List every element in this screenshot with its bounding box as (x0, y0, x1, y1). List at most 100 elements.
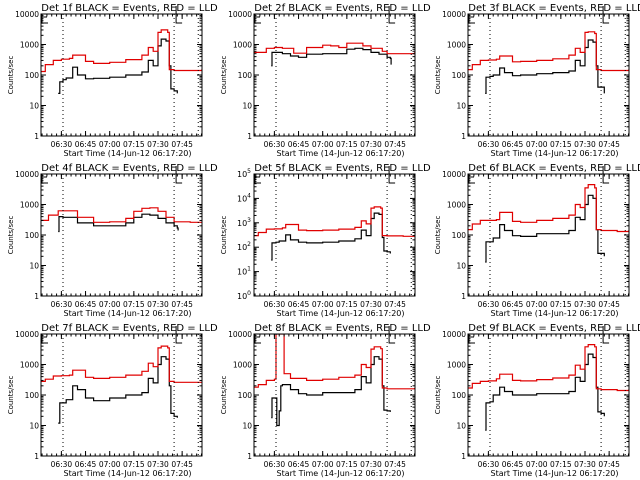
x-tick-label: 06:45 (288, 140, 310, 149)
interval-bracket-right (602, 166, 610, 184)
y-tick-label: 1 (247, 132, 252, 141)
series-line-events (271, 212, 391, 261)
x-tick-label: 07:30 (360, 140, 382, 149)
x-tick-label: 06:30 (51, 300, 73, 309)
chart-title: Det 8f BLACK = Events, RED = LLD (254, 323, 431, 334)
y-tick-label: 10 (242, 102, 252, 111)
x-tick-label: 06:30 (51, 460, 73, 469)
x-tick-label: 07:45 (384, 460, 406, 469)
y-tick-label: 10000 (442, 330, 466, 339)
chart-title: Det 3f BLACK = Events, RED = LLD (468, 3, 640, 14)
x-axis-label: Start Time (14-Jun-12 06:17:20) (64, 149, 192, 158)
x-tick-label: 07:15 (123, 460, 145, 469)
x-tick-label: 07:15 (123, 140, 145, 149)
y-axis-label: Counts/sec (220, 376, 228, 415)
x-tick-label: 07:00 (99, 300, 121, 309)
x-axis-label: Start Time (14-Jun-12 06:17:20) (491, 149, 619, 158)
x-tick-label: 07:00 (526, 140, 548, 149)
chart-panel-7: Det 7f BLACK = Events, RED = LLD 1 10 100 10… (7, 323, 218, 478)
y-tick-label: 101 (237, 266, 251, 277)
x-tick-label: 07:30 (147, 300, 169, 309)
plot-frame (253, 173, 416, 297)
series-line-lld (468, 184, 629, 233)
y-tick-label: 100 (25, 391, 40, 400)
y-tick-label: 10 (29, 262, 39, 271)
y-tick-label: 10 (456, 102, 466, 111)
chart-title: Det 5f BLACK = Events, RED = LLD (254, 163, 431, 174)
x-tick-label: 07:15 (550, 460, 572, 469)
y-tick-label: 10000 (15, 170, 39, 179)
x-axis-label: Start Time (14-Jun-12 06:17:20) (277, 469, 405, 478)
x-tick-label: 06:30 (264, 460, 286, 469)
x-axis-label: Start Time (14-Jun-12 06:17:20) (64, 309, 192, 318)
x-tick-label: 07:00 (99, 460, 121, 469)
x-tick-label: 07:45 (598, 300, 620, 309)
chart-panel-5: Det 5f BLACK = Events, RED = LLD 100 101 10… (220, 163, 431, 318)
interval-bracket-right (175, 166, 183, 184)
x-tick-label: 06:30 (264, 140, 286, 149)
interval-bracket-right (175, 326, 183, 344)
x-axis-label: Start Time (14-Jun-12 06:17:20) (277, 309, 405, 318)
series-line-lld (254, 42, 415, 55)
x-tick-label: 06:45 (75, 300, 97, 309)
x-tick-label: 07:00 (526, 460, 548, 469)
y-tick-label: 1000 (233, 41, 252, 50)
interval-bracket-right (602, 6, 610, 24)
y-tick-label: 1 (461, 452, 466, 461)
y-tick-label: 10000 (15, 10, 39, 19)
y-tick-label: 1 (34, 452, 39, 461)
y-axis-label: Counts/sec (220, 56, 228, 95)
x-tick-label: 06:30 (264, 300, 286, 309)
y-tick-label: 100 (25, 231, 40, 240)
plot-frame (253, 13, 416, 137)
x-tick-label: 07:30 (147, 460, 169, 469)
y-tick-label: 10000 (15, 330, 39, 339)
x-tick-label: 07:15 (550, 140, 572, 149)
series-line-lld (41, 345, 202, 383)
y-tick-label: 100 (452, 391, 467, 400)
x-axis-label: Start Time (14-Jun-12 06:17:20) (277, 149, 405, 158)
chart-title: Det 2f BLACK = Events, RED = LLD (254, 3, 431, 14)
x-tick-label: 07:30 (574, 300, 596, 309)
series-line-lld (41, 207, 202, 223)
plot-frame (467, 333, 630, 457)
x-tick-label: 07:00 (99, 140, 121, 149)
plot-frame (40, 13, 203, 137)
chart-panel-8: Det 8f BLACK = Events, RED = LLD 1 10 100 10… (220, 323, 431, 478)
series-line-events (485, 353, 605, 431)
y-tick-label: 1000 (233, 361, 252, 370)
x-tick-label: 07:30 (574, 140, 596, 149)
x-tick-label: 07:00 (312, 300, 334, 309)
x-tick-label: 07:30 (360, 300, 382, 309)
x-tick-label: 06:30 (478, 140, 500, 149)
chart-title: Det 9f BLACK = Events, RED = LLD (468, 323, 640, 334)
series-line-lld (254, 206, 415, 237)
chart-panel-3: Det 3f BLACK = Events, RED = LLD 1 10 100 10… (434, 3, 640, 158)
x-tick-label: 07:15 (336, 460, 358, 469)
y-tick-label: 100 (238, 71, 253, 80)
y-tick-label: 1000 (20, 361, 39, 370)
y-tick-label: 1000 (447, 201, 466, 210)
series-line-lld (254, 334, 415, 390)
chart-panel-6: Det 6f BLACK = Events, RED = LLD 1 10 100 10… (434, 163, 640, 318)
y-tick-label: 103 (237, 217, 251, 228)
interval-bracket-right (388, 326, 396, 344)
y-tick-label: 1 (34, 132, 39, 141)
x-tick-label: 06:45 (288, 300, 310, 309)
y-tick-label: 10 (29, 422, 39, 431)
y-tick-label: 1 (461, 132, 466, 141)
plot-frame (253, 333, 416, 457)
interval-bracket-left (254, 174, 261, 184)
series-line-events (58, 213, 179, 233)
y-tick-label: 100 (25, 71, 40, 80)
series-line-events (485, 39, 605, 94)
x-tick-label: 07:15 (550, 300, 572, 309)
y-tick-label: 10 (456, 422, 466, 431)
interval-bracket-right (388, 6, 396, 24)
y-tick-label: 1000 (447, 41, 466, 50)
y-tick-label: 1000 (447, 361, 466, 370)
y-axis-label: Counts/sec (434, 216, 442, 255)
series-line-events (485, 194, 605, 263)
y-tick-label: 105 (237, 168, 251, 179)
